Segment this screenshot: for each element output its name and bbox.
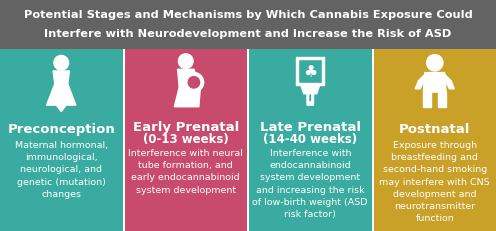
Text: Postnatal: Postnatal (399, 123, 470, 136)
Polygon shape (53, 72, 69, 85)
Polygon shape (444, 75, 454, 89)
Polygon shape (178, 70, 200, 88)
Text: Late Prenatal: Late Prenatal (260, 121, 361, 134)
Text: Interference with neural
tube formation, and
early endocannabinoid
system develo: Interference with neural tube formation,… (128, 149, 243, 194)
Bar (0, 0, 496, 50)
Text: Preconception: Preconception (7, 123, 115, 136)
Text: Maternal hormonal,
immunological,
neurological, and
genetic (mutation)
changes: Maternal hormonal, immunological, neurol… (15, 140, 108, 198)
Text: (0-13 weeks): (0-13 weeks) (143, 133, 229, 146)
Bar (297, 59, 323, 85)
Circle shape (427, 55, 443, 72)
Text: Interference with
endocannabinoid
system development
and increasing the risk
of : Interference with endocannabinoid system… (252, 149, 368, 218)
Polygon shape (301, 85, 320, 106)
Text: (14-40 weeks): (14-40 weeks) (263, 133, 357, 146)
Polygon shape (175, 88, 200, 107)
Polygon shape (438, 93, 446, 107)
Circle shape (179, 55, 193, 69)
Text: ♣: ♣ (303, 64, 317, 79)
Bar (0, 50, 123, 231)
Polygon shape (415, 75, 425, 89)
Polygon shape (424, 73, 446, 93)
Bar (373, 50, 496, 231)
Circle shape (188, 77, 199, 89)
Polygon shape (424, 93, 432, 107)
Circle shape (184, 73, 204, 93)
Bar (249, 50, 372, 231)
Text: Exposure through
breastfeeding and
second-hand smoking
may interfere with CNS
de: Exposure through breastfeeding and secon… (379, 140, 490, 222)
Text: Potential Stages and Mechanisms by Which Cannabis Exposure Could: Potential Stages and Mechanisms by Which… (24, 10, 472, 20)
Polygon shape (57, 106, 66, 112)
Text: Interfere with Neurodevelopment and Increase the Risk of ASD: Interfere with Neurodevelopment and Incr… (44, 29, 452, 39)
Bar (124, 50, 247, 231)
Text: Early Prenatal: Early Prenatal (132, 121, 239, 134)
Polygon shape (47, 85, 76, 106)
Circle shape (54, 56, 68, 71)
